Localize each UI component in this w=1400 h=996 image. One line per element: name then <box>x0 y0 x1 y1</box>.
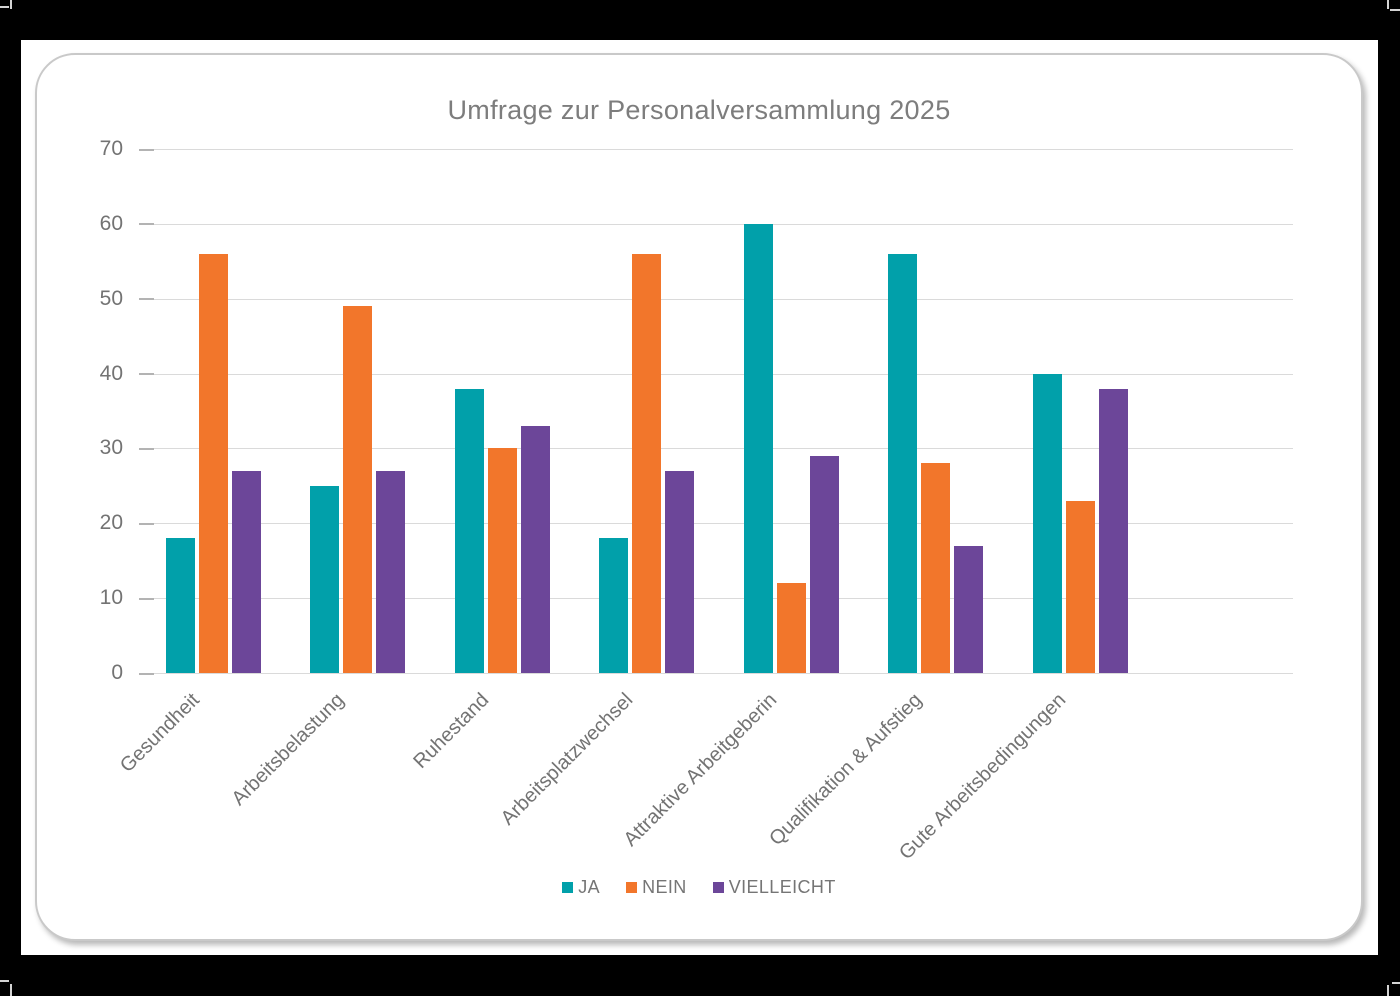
y-axis-label-50: 50 <box>99 286 123 310</box>
chart-title: Umfrage zur Personalversammlung 2025 <box>447 95 951 125</box>
bar-group-arbeitsbelastung <box>310 149 406 673</box>
chart-card: Umfrage zur Personalversammlung 2025 0 10… <box>35 53 1363 941</box>
gridline-50 <box>139 298 1293 300</box>
bar-ja-gute-arbeitsbedingungen <box>1032 373 1062 673</box>
y-axis-label-10: 10 <box>99 586 123 610</box>
bar-ja-attraktive-arbeitgeberin <box>743 223 773 673</box>
legend-swatch-nein <box>626 882 638 893</box>
y-tick-30 <box>139 447 154 450</box>
y-tick-20 <box>139 522 154 525</box>
crop-mark-bottom-right-v <box>1387 985 1389 996</box>
bar-vielleicht-gesundheit <box>232 470 261 673</box>
x-axis-label-gute-arbeitsbedingungen: Gute Arbeitsbedingungen <box>895 689 1071 865</box>
bar-group-gute-arbeitsbedingungen <box>1032 149 1128 673</box>
bar-nein-arbeitsbelastung <box>343 306 373 673</box>
y-tick-40 <box>139 373 154 376</box>
bar-ja-arbeitsplatzwechsel <box>599 538 629 673</box>
gridline-10 <box>139 598 1293 600</box>
y-tick-0 <box>139 672 154 675</box>
crop-mark-top-right-h <box>1390 9 1400 11</box>
legend-label-ja: JA <box>578 877 601 897</box>
y-axis-label-20: 20 <box>99 511 123 535</box>
plot-area: 0 10 20 30 40 50 60 70 Gesundheit Arbeitsbelastun… <box>37 55 1361 939</box>
y-tick-60 <box>139 223 154 226</box>
bar-nein-ruhestand <box>487 448 517 673</box>
bar-ja-gesundheit <box>166 538 195 673</box>
bar-ja-qualifikation-aufstieg <box>888 253 918 673</box>
x-axis-label-qualifikation-aufstieg: Qualifikation & Aufstieg <box>765 689 927 850</box>
legend-item-ja: JA <box>562 877 600 898</box>
bar-group-ruhestand <box>454 149 550 673</box>
gridline-20 <box>139 523 1293 525</box>
y-tick-70 <box>139 148 154 151</box>
gridline-0 <box>139 673 1293 674</box>
legend-swatch-ja <box>562 882 574 893</box>
bar-vielleicht-attraktive-arbeitgeberin <box>809 455 839 673</box>
bar-ja-ruhestand <box>454 388 484 673</box>
y-axis-label-60: 60 <box>99 211 123 235</box>
legend-label-nein: NEIN <box>642 877 687 897</box>
bar-nein-gesundheit <box>199 253 228 673</box>
bar-vielleicht-arbeitsplatzwechsel <box>665 470 695 673</box>
bar-group-arbeitsplatzwechsel <box>599 149 695 673</box>
x-axis-label-gesundheit: Gesundheit <box>116 689 205 777</box>
x-axis-label-arbeitsplatzwechsel: Arbeitsplatzwechsel <box>496 689 638 830</box>
y-axis-label-40: 40 <box>99 361 123 385</box>
bar-vielleicht-qualifikation-aufstieg <box>954 545 984 673</box>
crop-mark-bottom-left-v <box>10 984 12 996</box>
bar-nein-gute-arbeitsbedingungen <box>1065 500 1095 673</box>
y-tick-50 <box>139 298 154 301</box>
y-tick-10 <box>139 597 154 600</box>
gridline-40 <box>139 373 1293 375</box>
crop-mark-top-left-h <box>0 6 9 8</box>
chart-legend: JA NEIN VIELLEICHT <box>37 877 1361 898</box>
bar-ja-arbeitsbelastung <box>310 485 340 673</box>
legend-item-nein: NEIN <box>626 877 687 898</box>
crop-mark-top-left-v <box>10 0 12 9</box>
bar-vielleicht-ruhestand <box>520 425 550 673</box>
x-axis-label-attraktive-arbeitgeberin: Attraktive Arbeitgeberin <box>620 689 782 851</box>
bar-group-gesundheit <box>166 149 261 673</box>
gridline-30 <box>139 448 1293 450</box>
x-axis-label-arbeitsbelastung: Arbeitsbelastung <box>227 689 349 810</box>
gridline-70 <box>139 149 1293 150</box>
y-axis-label-70: 70 <box>99 137 123 160</box>
bar-nein-qualifikation-aufstieg <box>921 463 951 673</box>
crop-mark-top-right-v <box>1387 0 1389 9</box>
bar-group-attraktive-arbeitgeberin <box>743 149 839 673</box>
gridline-60 <box>139 223 1293 225</box>
bar-group-qualifikation-aufstieg <box>888 149 984 673</box>
legend-label-vielleicht: VIELLEICHT <box>728 877 836 897</box>
y-axis-label-30: 30 <box>99 436 123 460</box>
bar-vielleicht-gute-arbeitsbedingungen <box>1098 388 1128 673</box>
crop-mark-bottom-right-h <box>1392 982 1400 984</box>
document-page: Umfrage zur Personalversammlung 2025 0 10… <box>21 40 1378 955</box>
x-axis-label-ruhestand: Ruhestand <box>408 689 493 773</box>
bar-nein-arbeitsplatzwechsel <box>632 253 662 673</box>
legend-swatch-vielleicht <box>712 882 724 893</box>
bar-nein-attraktive-arbeitgeberin <box>776 583 806 673</box>
crop-mark-bottom-left-h <box>0 980 9 982</box>
y-axis-label-0: 0 <box>111 661 123 684</box>
bar-vielleicht-arbeitsbelastung <box>376 470 406 673</box>
legend-item-vielleicht: VIELLEICHT <box>712 877 836 898</box>
